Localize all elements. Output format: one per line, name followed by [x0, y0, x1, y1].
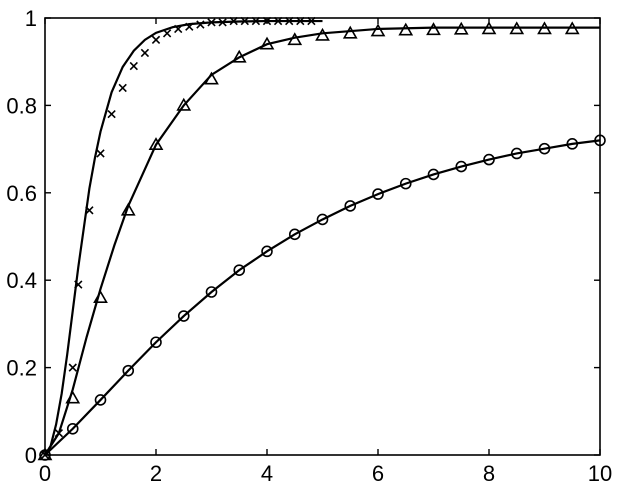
x-marker [85, 206, 94, 215]
circle-marker [538, 142, 551, 155]
circle-marker [483, 153, 495, 166]
triangle-marker [287, 32, 303, 46]
x-tick-label: 0 [39, 461, 51, 486]
x-tick-label: 6 [372, 461, 384, 486]
circle-marker [177, 310, 190, 322]
x-marker [162, 29, 172, 38]
series-line [44, 19, 323, 456]
x-marker [74, 280, 83, 289]
series-circle [39, 134, 606, 461]
x-marker [174, 24, 183, 34]
x-tick-label: 8 [483, 461, 495, 486]
x-marker [185, 22, 194, 31]
triangle-marker [315, 27, 330, 41]
circle-marker [455, 160, 468, 173]
circle-marker [510, 147, 523, 160]
y-tick-label: 0 [25, 443, 37, 468]
circle-marker [66, 422, 79, 435]
circle-marker [427, 168, 440, 181]
x-marker [140, 48, 150, 58]
x-tick-label: 2 [150, 461, 162, 486]
triangle-marker [481, 21, 497, 35]
series-line [44, 26, 600, 456]
y-tick-label: 1 [25, 6, 37, 31]
triangle-marker [370, 23, 386, 37]
series-triangle [37, 21, 600, 461]
x-tick-label: 4 [261, 461, 273, 486]
circle-marker [122, 364, 135, 377]
x-marker [218, 18, 227, 27]
x-marker [118, 83, 127, 93]
circle-marker [261, 245, 273, 258]
plot-frame [44, 17, 601, 456]
triangle-marker [176, 97, 192, 111]
triangle-marker [537, 21, 552, 35]
x-marker [207, 18, 216, 27]
circle-marker [150, 336, 162, 349]
circle-marker [399, 177, 412, 190]
triangle-marker [65, 390, 81, 404]
x-marker [107, 109, 116, 119]
x-marker [129, 61, 138, 71]
circle-marker [288, 228, 301, 241]
plot-area [37, 16, 606, 461]
circle-marker [566, 138, 579, 150]
y-tick-label: 0.4 [6, 268, 37, 293]
x-marker [68, 363, 77, 372]
y-tick-label: 0.6 [6, 181, 37, 206]
y-tick-label: 0.2 [6, 356, 37, 381]
triangle-marker [204, 71, 219, 85]
circle-marker [316, 213, 329, 226]
triangle-marker [148, 137, 164, 151]
x-marker [151, 35, 161, 45]
x-marker [96, 149, 105, 158]
triangle-marker [259, 36, 275, 50]
y-tick-label: 0.8 [6, 93, 37, 118]
triangle-marker [93, 290, 108, 303]
axes: 0 2 4 6 8 10 0 0.2 0.4 0.6 0.8 1 [6, 6, 612, 486]
triangle-marker [342, 25, 358, 39]
circle-marker [205, 286, 218, 298]
x-tick-label: 10 [588, 461, 612, 486]
circle-marker [233, 264, 246, 276]
triangle-marker [564, 21, 580, 35]
series-line [44, 139, 601, 456]
circle-marker [372, 188, 384, 200]
triangle-marker [509, 21, 525, 35]
series-x [40, 16, 323, 460]
circle-marker [344, 200, 357, 212]
triangle-marker [120, 202, 136, 216]
triangle-marker [231, 49, 247, 63]
triangle-marker [398, 22, 414, 36]
x-marker [196, 20, 205, 29]
triangle-marker [426, 22, 441, 36]
triangle-marker [453, 21, 469, 35]
circle-marker [94, 394, 107, 406]
